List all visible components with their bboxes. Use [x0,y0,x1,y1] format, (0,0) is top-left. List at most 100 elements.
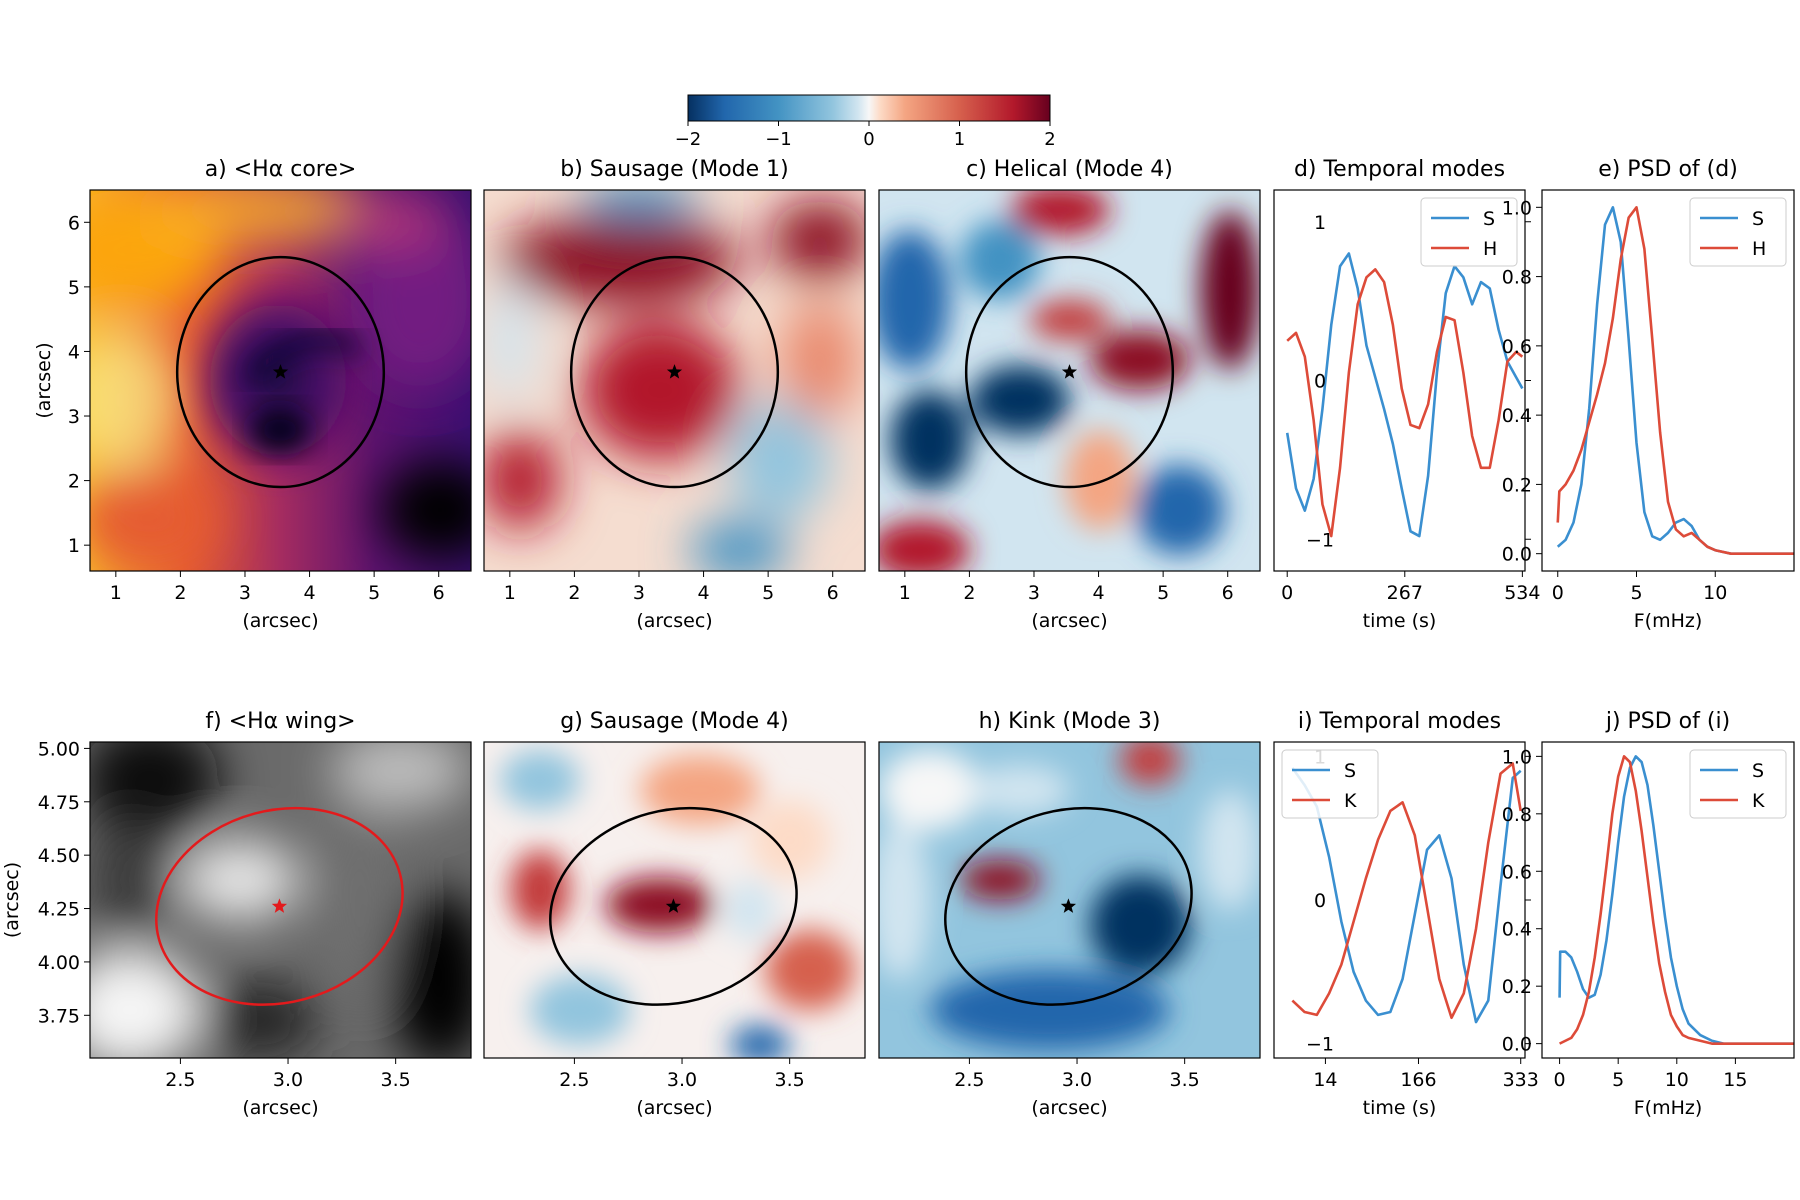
panel-b-xtick-label: 6 [827,582,839,604]
panel-h-xtick-label: 3.5 [1170,1069,1200,1091]
legend-box [1689,749,1787,819]
panel-e-xtick-label: 0 [1552,582,1564,604]
panel-b-xtick-label: 2 [568,582,580,604]
panel-a-xtick-label: 1 [110,582,122,604]
panel-e-frame [1541,189,1795,572]
panel-d-ytick-label: 0 [1314,371,1326,393]
panel-c-xtick-label: 6 [1222,582,1234,604]
panel-h-xlabel: (arcsec) [1031,1097,1107,1119]
panel-d: d) Temporal modes 0 267 534 1 0 −1 time (s) SH [1273,157,1540,632]
panel-a-xtick-label: 3 [239,582,251,604]
legend-label-S: S [1752,208,1764,230]
legend-label-K: K [1752,790,1765,812]
panel-e-legend: SH [1689,197,1787,267]
panel-g-title: g) Sausage (Mode 4) [560,709,788,734]
panel-a-xlabel: (arcsec) [242,610,318,632]
legend-label-H: H [1483,238,1497,260]
panel-g-frame [483,741,866,1059]
panel-f-ytick-label: 4.00 [38,952,80,974]
panel-c: c) Helical (Mode 4) 1 2 3 4 5 6 (arcsec) [878,157,1261,632]
heatmap-f-texture [90,742,471,1058]
panel-e-ytick-label: 1.0 [1502,197,1532,219]
panel-f-ellipse-contour [155,806,404,1006]
panel-f-xlabel: (arcsec) [242,1097,318,1119]
panel-e-ytick-label: 0.6 [1502,336,1532,358]
panel-i-ytick-label: 0 [1314,890,1326,912]
panel-d-xtick-label: 534 [1504,582,1540,604]
panel-b-center-star [666,364,683,379]
panel-j-xlabel: F(mHz) [1634,1097,1703,1119]
panel-e-ytick-label: 0.0 [1502,544,1532,566]
panel-j-xtick-label: 15 [1723,1069,1747,1091]
panel-a-ytick-label: 5 [68,277,80,299]
panel-f-xtick-label: 3.0 [273,1069,303,1091]
colorbar-tick-label: 1 [954,129,965,150]
panel-a-ytick-label: 4 [68,341,80,363]
panel-c-xtick-label: 2 [963,582,975,604]
panel-c-frame [878,189,1261,572]
legend-box [1281,749,1379,819]
heatmap-b-texture [484,190,865,571]
panel-e-title: e) PSD of (d) [1598,157,1738,182]
panel-f-title: f) <Hα wing> [205,709,355,734]
panel-g-center-star [665,898,682,913]
panel-b-xtick-label: 3 [633,582,645,604]
panel-e-xtick-label: 5 [1630,582,1642,604]
panel-j-series-K [1559,755,1794,1045]
panel-j-xtick-label: 5 [1612,1069,1624,1091]
panel-a-ytick-label: 1 [68,535,80,557]
panel-i-xtick-label: 333 [1503,1069,1539,1091]
panel-i-title: i) Temporal modes [1298,709,1501,734]
legend-label-S: S [1483,208,1495,230]
panel-d-xtick-label: 0 [1281,582,1293,604]
panel-j-ytick-label: 0.2 [1502,976,1532,998]
panel-f-center-star [271,898,288,913]
panel-f-ytick-label: 5.00 [38,738,80,760]
panel-a-title: a) <Hα core> [205,157,357,182]
panel-j-ytick-label: 0.8 [1502,804,1532,826]
panel-d-ytick-label: −1 [1306,529,1334,551]
panel-d-xlabel: time (s) [1363,610,1437,632]
panel-a-ytick-label: 3 [68,406,80,428]
panel-b-xtick-label: 1 [504,582,516,604]
colorbar-tick-label: −2 [675,129,702,150]
panel-e-xtick-label: 10 [1703,582,1727,604]
heatmap-g-texture [484,742,865,1058]
legend-label-S: S [1344,760,1356,782]
heatmap-a-texture [90,190,471,571]
panel-a-ellipse-contour [175,255,386,489]
panel-g-xtick-label: 2.5 [559,1069,589,1091]
heatmap-c-texture [879,190,1260,571]
panel-e-xlabel: F(mHz) [1634,610,1703,632]
panel-i-series-K [1291,762,1522,1020]
panel-j-series-S [1558,755,1794,1045]
panel-f: f) <Hα wing> 2.5 3.0 3.5 3.75 4.00 4.25 4.50 4.7… [1,709,472,1119]
panel-e-ytick-label: 0.4 [1502,405,1532,427]
panel-j-title: j) PSD of (i) [1605,709,1730,734]
panel-j-ytick-label: 1.0 [1502,746,1532,768]
panel-h-title: h) Kink (Mode 3) [979,709,1161,734]
panel-a-frame [89,189,472,572]
panel-j-legend: SK [1689,749,1787,819]
panel-b-xtick-label: 4 [698,582,710,604]
panel-a-ylabel: (arcsec) [33,342,55,418]
panel-g-xtick-label: 3.5 [775,1069,805,1091]
panel-a-xtick-label: 5 [368,582,380,604]
panel-b-xtick-label: 5 [762,582,774,604]
panel-c-ellipse-contour [964,255,1175,489]
panel-a-xtick-label: 4 [304,582,316,604]
panel-h: h) Kink (Mode 3) 2.5 3.0 3.5 (arcsec) [878,709,1261,1119]
panel-g-xtick-label: 3.0 [667,1069,697,1091]
panel-f-frame [89,741,472,1059]
panel-c-xtick-label: 1 [899,582,911,604]
panel-j-ytick-label: 0.6 [1502,861,1532,883]
panel-e-ytick-label: 0.8 [1502,267,1532,289]
panel-f-ytick-label: 3.75 [38,1005,80,1027]
legend-label-K: K [1344,790,1357,812]
panel-c-xtick-label: 4 [1093,582,1105,604]
panel-c-xtick-label: 3 [1028,582,1040,604]
panel-c-center-star [1061,364,1078,379]
panel-d-series-H [1286,268,1524,538]
panel-i-xtick-label: 166 [1400,1069,1436,1091]
